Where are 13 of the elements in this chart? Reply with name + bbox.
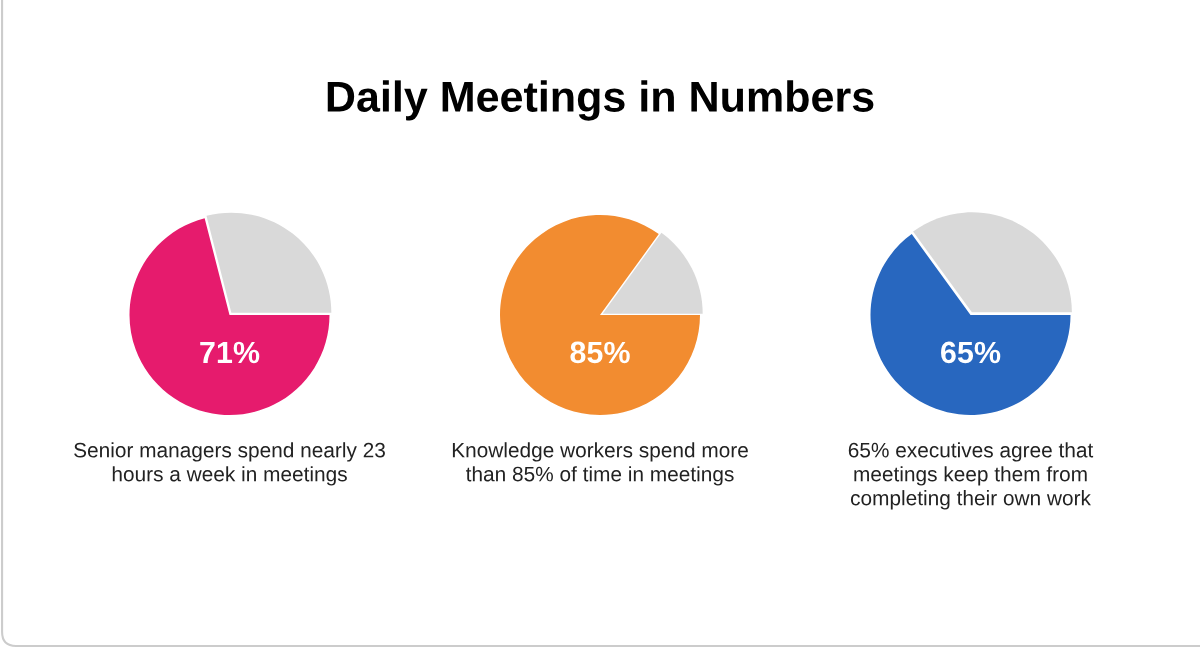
pie-slice [129, 218, 330, 415]
pie-slice [913, 212, 1072, 313]
data-label: 85% [570, 341, 630, 364]
text: 65% executives agree that meetings keep them from completing their own work [848, 442, 1094, 510]
text: Daily Meetings in Numbers [327, 80, 874, 121]
pie-slice [206, 212, 332, 313]
data-label: 65% [941, 341, 1001, 364]
text: Senior managers spend nearly 23 hours a week in meetings [74, 442, 385, 486]
pie-slice [500, 215, 700, 415]
text: Knowledge workers spend more than 85% of time in meetings [452, 442, 748, 486]
pie-slice [602, 232, 703, 314]
pie-slice [870, 234, 1071, 415]
data-label: 71% [200, 341, 260, 364]
